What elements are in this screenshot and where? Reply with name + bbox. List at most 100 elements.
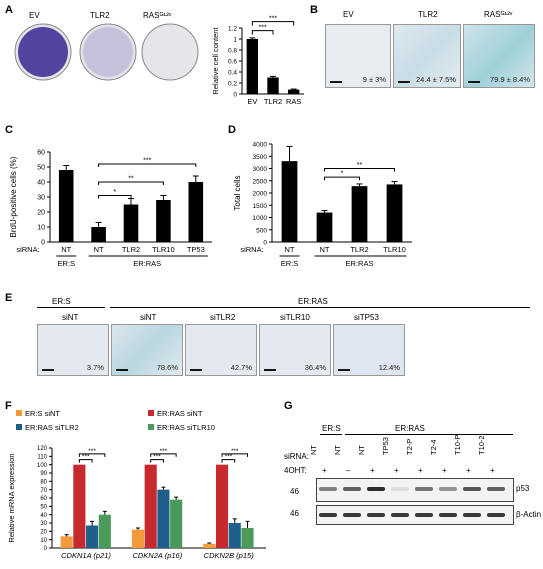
lane-4oht: –	[346, 466, 351, 475]
scale-bar	[398, 81, 410, 83]
category-label: TP53	[187, 245, 205, 254]
bar	[144, 464, 157, 548]
scale-bar	[330, 81, 342, 83]
scale-bar	[338, 369, 350, 371]
bar	[60, 536, 73, 548]
b-header-ev: EV	[343, 10, 354, 19]
significance-label: ***	[143, 158, 151, 165]
lane-label: NT	[333, 445, 342, 455]
bar	[203, 543, 216, 548]
micrograph-e-3: 36.4%	[259, 324, 331, 376]
legend-label: ER:S siNT	[25, 409, 60, 418]
sirna-label: siRNA:	[240, 245, 263, 254]
legend-swatch	[16, 424, 22, 430]
actin-band	[463, 513, 481, 517]
panel-letter-c: C	[5, 124, 13, 136]
g-marker-2: 46	[290, 509, 299, 518]
micrograph-e-2: 42.7%	[185, 324, 257, 376]
e-value-4: 12.4%	[378, 363, 400, 372]
significance-bracket	[98, 195, 132, 199]
plate-label-ev: EV	[29, 11, 40, 20]
g-protein-p53: p53	[516, 484, 530, 493]
scale-bar	[42, 369, 54, 371]
lane-label: TP53	[381, 437, 390, 455]
bar	[91, 227, 106, 242]
y-tick-label: 500	[256, 227, 267, 234]
b-value-ras: 79.9 ± 8.4%	[490, 75, 530, 84]
significance-label: **	[357, 162, 363, 169]
y-tick-label: 50	[40, 505, 47, 511]
y-tick-label: 120	[37, 446, 48, 452]
plate-ev	[14, 23, 72, 81]
scale-bar	[116, 369, 128, 371]
micrograph-e-1: 78.6%	[111, 324, 183, 376]
b-header-tlr2: TLR2	[418, 10, 438, 19]
g-4oht-label: 4OHT:	[284, 466, 307, 475]
bar	[58, 170, 74, 242]
category-label: CDKN2A (p16)	[132, 551, 182, 560]
b-header-ras: RASᴳ¹²ᵛ	[484, 10, 513, 19]
actin-band	[319, 513, 337, 517]
b-value-ev: 9 ± 3%	[362, 75, 386, 84]
e-value-3: 36.4%	[304, 363, 326, 372]
lane-4oht: +	[490, 466, 495, 475]
category-label: NT	[320, 245, 330, 254]
e-group-line-erras	[110, 307, 530, 308]
blot-p53	[316, 478, 514, 502]
bar	[351, 186, 368, 242]
significance-label: ***	[231, 448, 239, 455]
e-value-2: 42.7%	[230, 363, 252, 372]
significance-bracket	[221, 453, 248, 457]
category-label: NT	[94, 245, 104, 254]
y-tick-label: 0	[41, 240, 45, 247]
group-label: ER:RAS	[133, 259, 161, 268]
actin-band	[391, 513, 409, 517]
y-tick-label: 20	[40, 530, 47, 536]
significance-bracket	[251, 21, 295, 26]
y-axis-label: BrdU-positive cells (%)	[9, 156, 18, 237]
y-tick-label: 30	[37, 195, 45, 202]
group-label: ER:S	[281, 259, 299, 268]
category-label: TLR2	[264, 97, 282, 106]
panel-letter-d: D	[228, 124, 236, 136]
g-group-erras: ER:RAS	[395, 424, 425, 433]
significance-bracket	[78, 453, 106, 457]
bar	[228, 523, 241, 548]
chart-total-cells: 0 500 1000 1500 2000 2500 3000 3500 4000 Total ce…	[233, 142, 412, 268]
bar	[316, 212, 333, 242]
y-axis-label: Relative cell content	[211, 27, 220, 95]
bar	[215, 464, 229, 548]
y-tick-label: 60	[40, 496, 47, 502]
significance-label: ***	[82, 454, 90, 461]
legend-label: ER:RAS siNT	[157, 409, 203, 418]
y-tick-label: 30	[40, 521, 47, 527]
y-tick-label: 70	[40, 488, 47, 494]
panel-letter-f: F	[5, 400, 12, 412]
y-tick-label: 50	[37, 165, 45, 172]
y-tick-label: 0	[44, 546, 48, 552]
y-tick-label: 2000	[253, 191, 268, 198]
group-label: ER:RAS	[346, 259, 374, 268]
micrograph-e-4: 12.4%	[333, 324, 405, 376]
p53-band	[391, 487, 409, 491]
y-tick-label: 0	[263, 240, 267, 247]
micrograph-e-0: 3.7%	[37, 324, 109, 376]
significance-label: ***	[259, 25, 267, 32]
p53-band	[367, 487, 385, 491]
category-label: NT	[61, 245, 71, 254]
lane-4oht: +	[394, 466, 399, 475]
y-tick-label: 10	[37, 225, 45, 232]
panel-letter-a: A	[5, 4, 13, 16]
y-axis-label: Relative mRNA expression	[7, 453, 16, 542]
p53-band	[343, 487, 361, 491]
p53-band	[487, 487, 505, 491]
y-tick-label: 0.6	[228, 59, 237, 66]
legend-swatch	[16, 410, 22, 416]
y-tick-label: 0.4	[228, 70, 237, 77]
y-tick-label: 40	[37, 180, 45, 187]
actin-band	[487, 513, 505, 517]
micrograph-b-ev: 9 ± 3%	[325, 24, 391, 88]
y-tick-label: 1	[233, 37, 237, 44]
bar	[241, 528, 254, 548]
legend-label: ER:RAS siTLR10	[157, 423, 215, 432]
